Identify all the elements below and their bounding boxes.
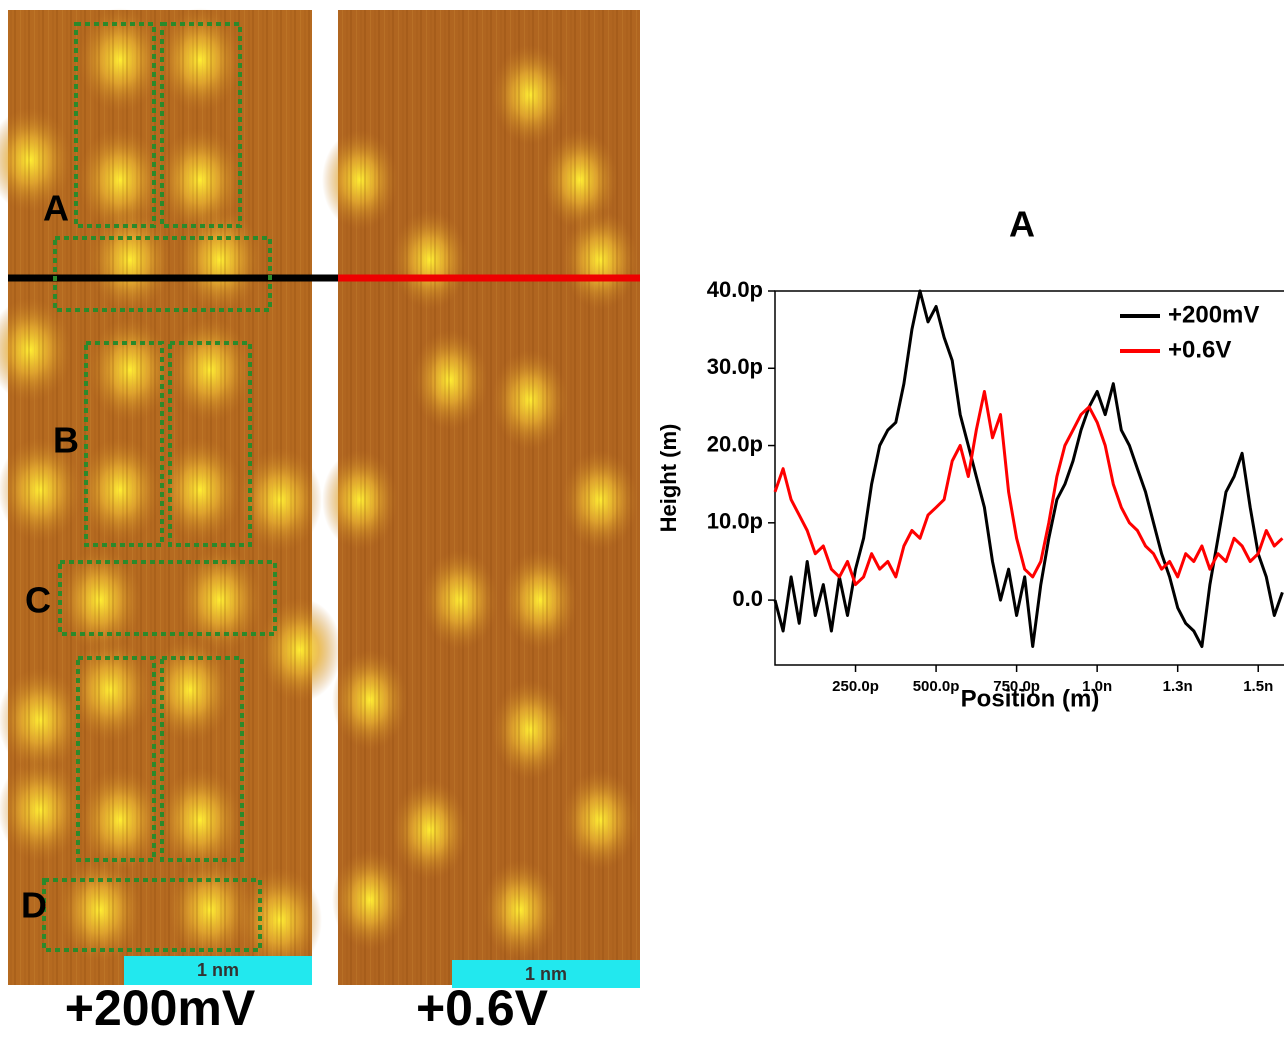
series-line (773, 289, 1284, 648)
region-label: B (53, 420, 79, 461)
axis-frame (774, 290, 1284, 666)
y-tick-label: 30.0p (707, 354, 763, 379)
x-tick-label: 250.0p (832, 678, 879, 695)
y-tick-label: 10.0p (707, 509, 763, 534)
region-label: C (25, 580, 51, 621)
scale-bar (124, 956, 312, 985)
x-tick-label: 1.5n (1243, 678, 1273, 695)
panel-label: +0.6V (416, 980, 549, 1034)
stm-image (0, 8, 342, 985)
stm-texture (338, 10, 640, 985)
chart-title: A (1009, 204, 1035, 245)
scale-bar-label: 1 nm (525, 964, 567, 984)
region-boxes (42, 22, 277, 952)
region-label: A (43, 188, 69, 229)
x-tick-label: 1.0n (1082, 678, 1112, 695)
y-tick-label: 20.0p (707, 431, 763, 456)
series-line (773, 390, 1284, 587)
panel-label: +200mV (65, 980, 256, 1034)
legend-label: +200mV (1168, 301, 1259, 328)
x-tick-label: 750.0p (993, 678, 1040, 695)
y-axis-label: Height (m) (656, 424, 681, 533)
scale-bar-label: 1 nm (197, 960, 239, 980)
x-axis-label: Position (m) (961, 685, 1100, 712)
y-tick-label: 40.0p (707, 277, 763, 302)
x-tick-label: 500.0p (913, 678, 960, 695)
stm-image (322, 10, 640, 985)
x-tick-label: 1.3n (1163, 678, 1193, 695)
y-tick-label: 0.0 (732, 586, 763, 611)
region-label: D (21, 885, 47, 926)
scale-bar (452, 960, 640, 988)
legend-label: +0.6V (1168, 336, 1231, 363)
